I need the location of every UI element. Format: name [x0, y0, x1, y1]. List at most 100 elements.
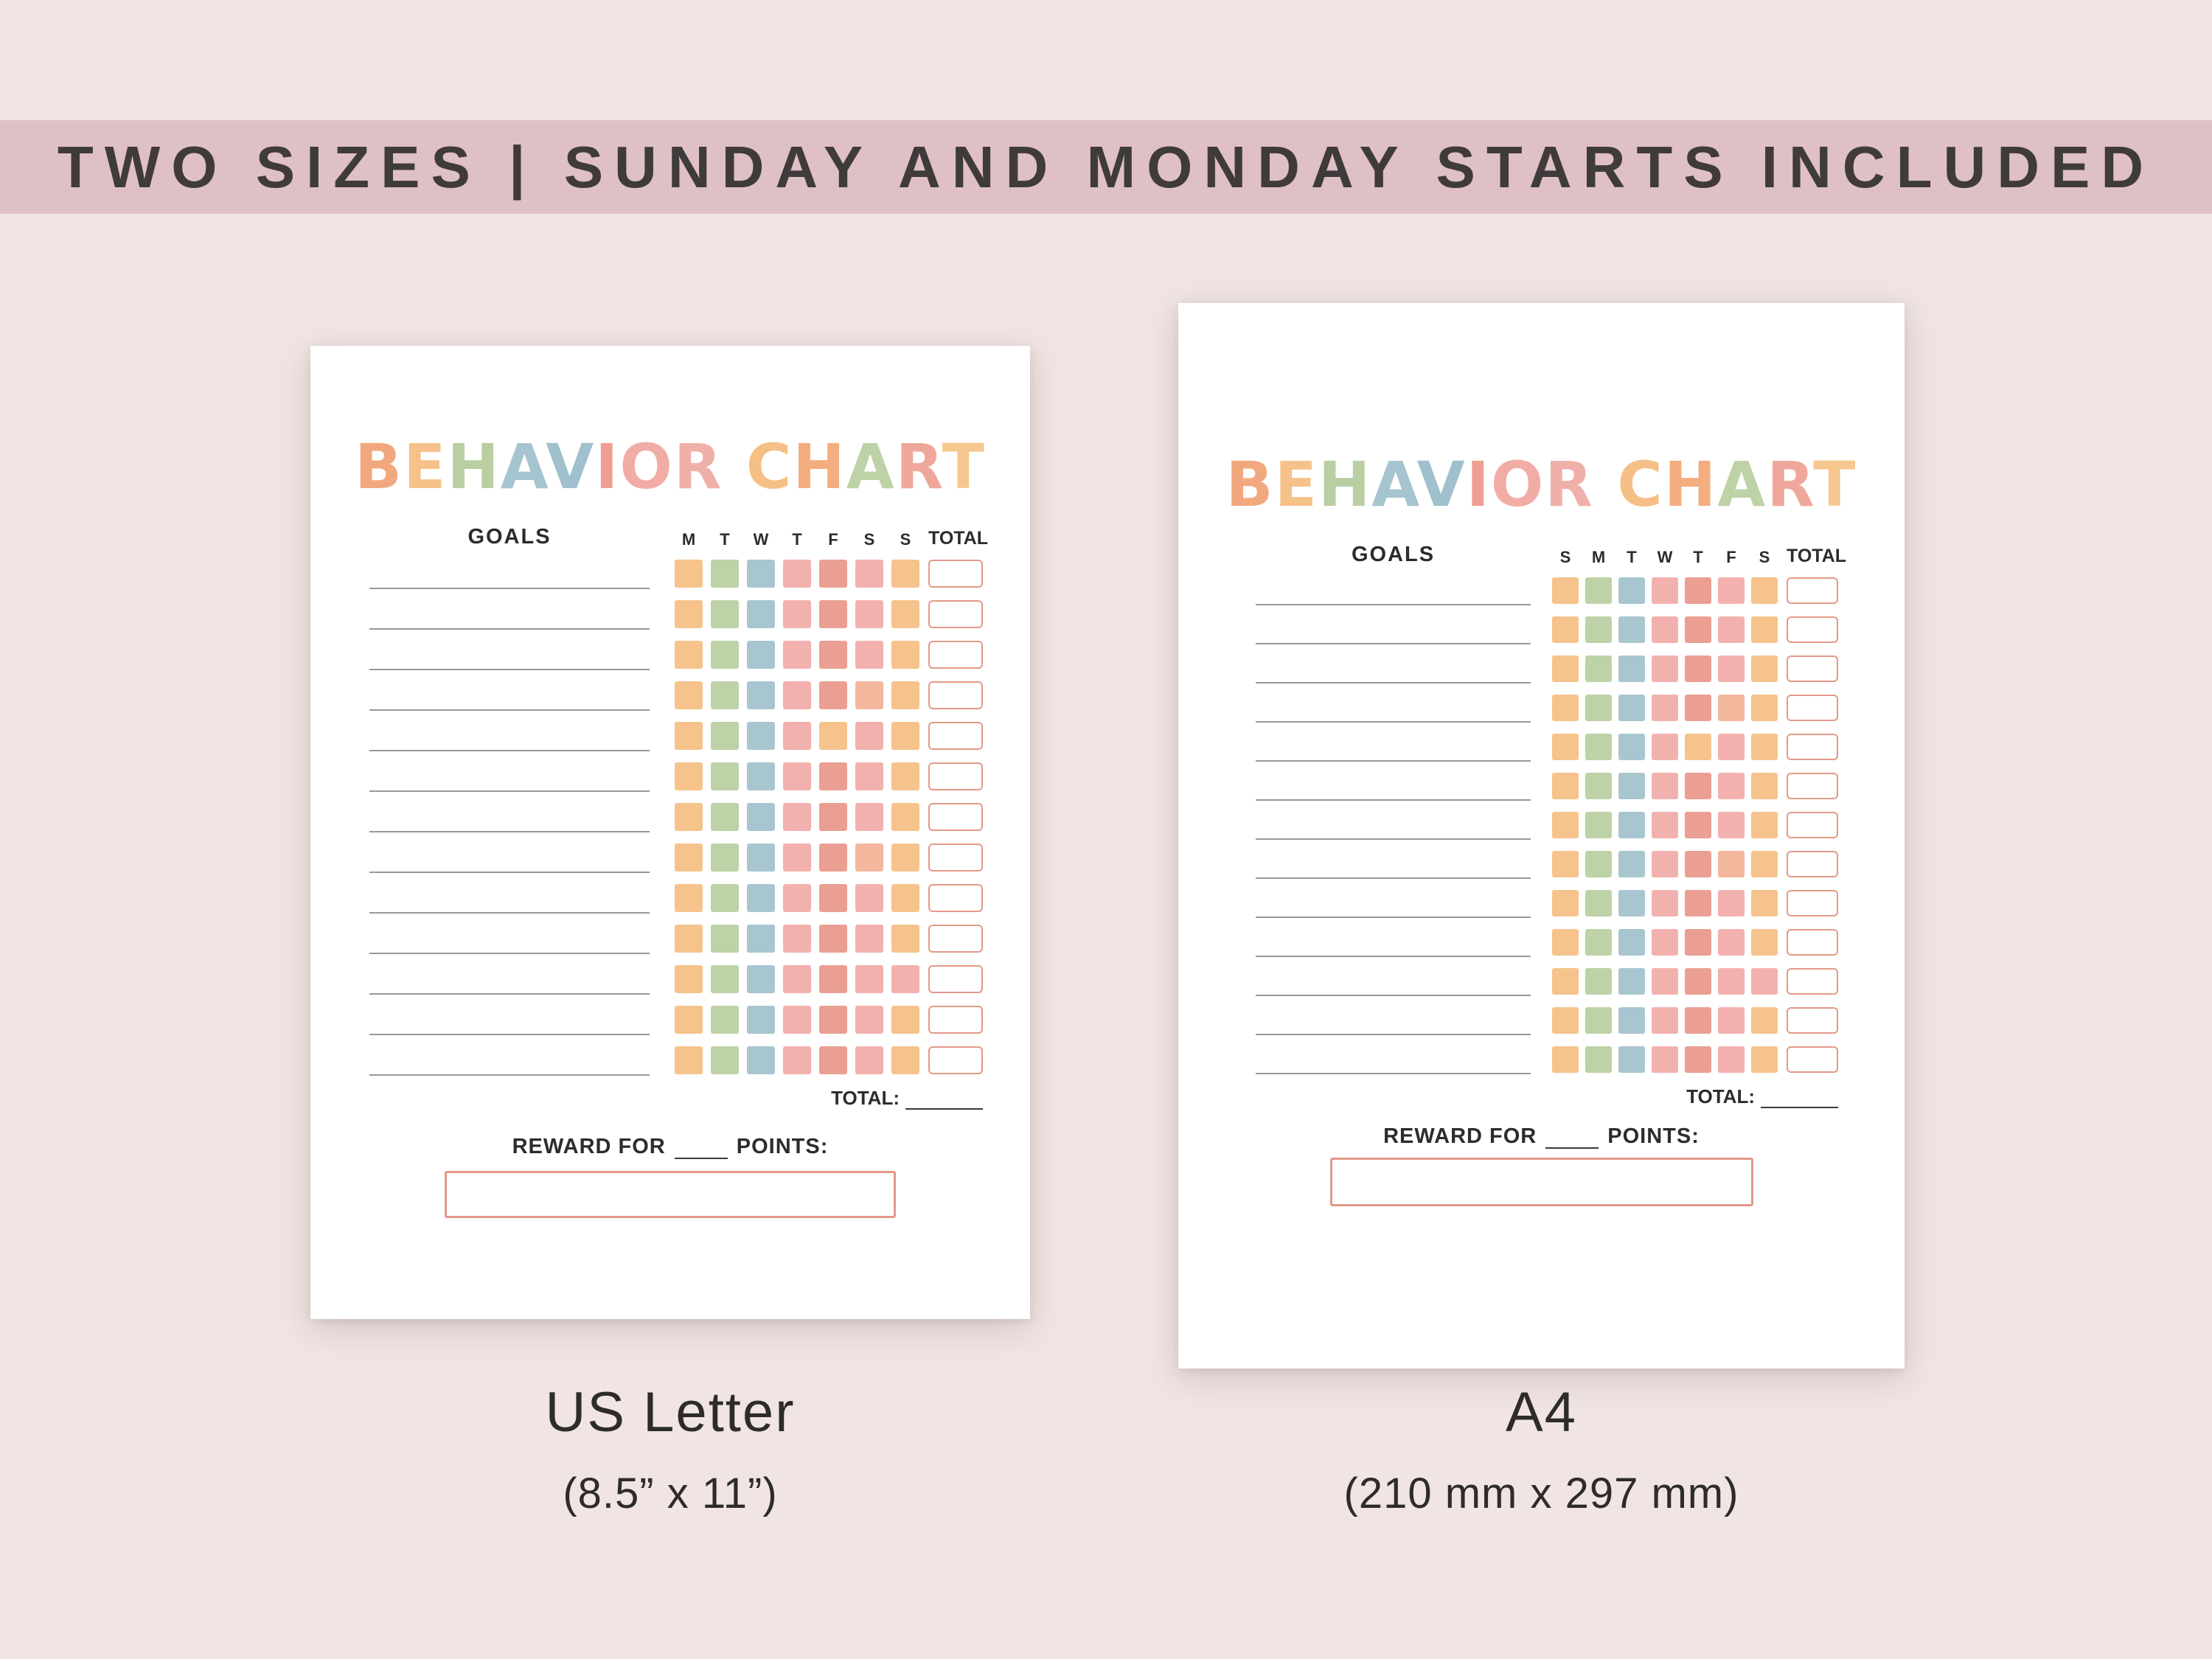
day-cell [675, 1046, 703, 1075]
day-cell [675, 1006, 703, 1034]
goal-line [1256, 644, 1531, 684]
title-letter: I [595, 431, 620, 503]
grid-row [1552, 577, 1838, 605]
total-box [928, 722, 983, 751]
reward-label-before: REWARD FOR [1383, 1124, 1537, 1149]
day-cell [891, 844, 919, 872]
goal-line [369, 560, 650, 590]
day-cell [747, 1006, 775, 1034]
day-cell [711, 844, 739, 872]
day-cell [783, 1006, 811, 1034]
day-cell [1652, 1007, 1678, 1034]
title-letter: A [1371, 448, 1417, 521]
day-cell [819, 722, 847, 751]
title-letter: B [355, 431, 404, 503]
day-cell [675, 884, 703, 913]
day-cell [855, 925, 883, 953]
reward-label-after: POINTS: [736, 1135, 829, 1159]
day-cell [1552, 616, 1579, 644]
day-cell [819, 560, 847, 588]
day-cell [711, 803, 739, 832]
chart-title: BEHAVIOR CHART [310, 433, 1030, 501]
day-cell [1618, 655, 1645, 683]
goal-line [1256, 762, 1531, 801]
day-cell [747, 722, 775, 751]
title-letter [723, 431, 745, 503]
day-cell [711, 560, 739, 588]
day-cell [819, 884, 847, 913]
total-line: TOTAL: [675, 1087, 983, 1110]
grid-row [1552, 812, 1838, 839]
day-cell [1652, 968, 1678, 995]
day-header: S [1759, 548, 1770, 567]
day-cell [1652, 1046, 1678, 1074]
grid-row [675, 641, 983, 669]
total-box [928, 1006, 983, 1034]
day-cell [1585, 890, 1612, 917]
day-cell [819, 641, 847, 669]
reward-line: REWARD FOR POINTS: [1178, 1124, 1905, 1150]
day-cell [1585, 1007, 1612, 1034]
goal-line [1256, 957, 1531, 997]
day-cell [675, 925, 703, 953]
title-letter: O [619, 431, 674, 503]
day-cell [747, 965, 775, 994]
day-cell [1718, 695, 1745, 722]
day-cell [891, 1046, 919, 1075]
day-cell [1751, 655, 1778, 683]
day-cell [1685, 655, 1711, 683]
total-line: TOTAL: [1552, 1085, 1838, 1109]
day-cell [855, 560, 883, 588]
day-cell [1751, 616, 1778, 644]
total-box [928, 641, 983, 669]
day-header: W [753, 530, 769, 549]
day-cell [747, 560, 775, 588]
day-cell [711, 1006, 739, 1034]
goals-column: GOALS [369, 501, 650, 1110]
goal-line [1256, 801, 1531, 841]
day-cell [819, 1046, 847, 1075]
day-cell [1552, 812, 1579, 839]
goal-lines [369, 560, 650, 1077]
day-cell [1618, 616, 1645, 644]
day-cell [1652, 929, 1678, 956]
day-cell [1652, 851, 1678, 878]
day-header: W [1657, 548, 1673, 567]
total-box [928, 884, 983, 913]
title-letter: V [1416, 448, 1467, 521]
goal-line [1256, 577, 1531, 606]
grid-row [675, 560, 983, 588]
goal-line [369, 995, 650, 1036]
total-box [1787, 968, 1838, 995]
day-cell [819, 803, 847, 832]
day-cell [1718, 734, 1745, 761]
day-cell [819, 925, 847, 953]
total-underline [905, 1092, 983, 1110]
total-box [1787, 929, 1838, 956]
goals-header: GOALS [467, 525, 552, 549]
grid-header: S M T W T F S TOTAL [1552, 518, 1846, 577]
day-cell [1685, 616, 1711, 644]
day-cell [891, 762, 919, 791]
day-cell [1685, 695, 1711, 722]
day-cell [891, 925, 919, 953]
day-header: F [828, 530, 838, 549]
day-cell [783, 1046, 811, 1075]
day-cell [855, 1046, 883, 1075]
day-cell [747, 803, 775, 832]
grid-column: M T W T F S S TOTAL TOTAL: [675, 501, 988, 1110]
day-cell [891, 641, 919, 669]
grid-row [1552, 1046, 1838, 1074]
day-header: T [1627, 548, 1637, 567]
goal-line [369, 873, 650, 914]
day-cell [1751, 734, 1778, 761]
day-cell [1685, 734, 1711, 761]
day-cell [1552, 1046, 1579, 1074]
total-box [928, 560, 983, 588]
day-cell [855, 844, 883, 872]
day-cell [819, 965, 847, 994]
reward-box [1329, 1158, 1753, 1207]
total-box [928, 762, 983, 791]
